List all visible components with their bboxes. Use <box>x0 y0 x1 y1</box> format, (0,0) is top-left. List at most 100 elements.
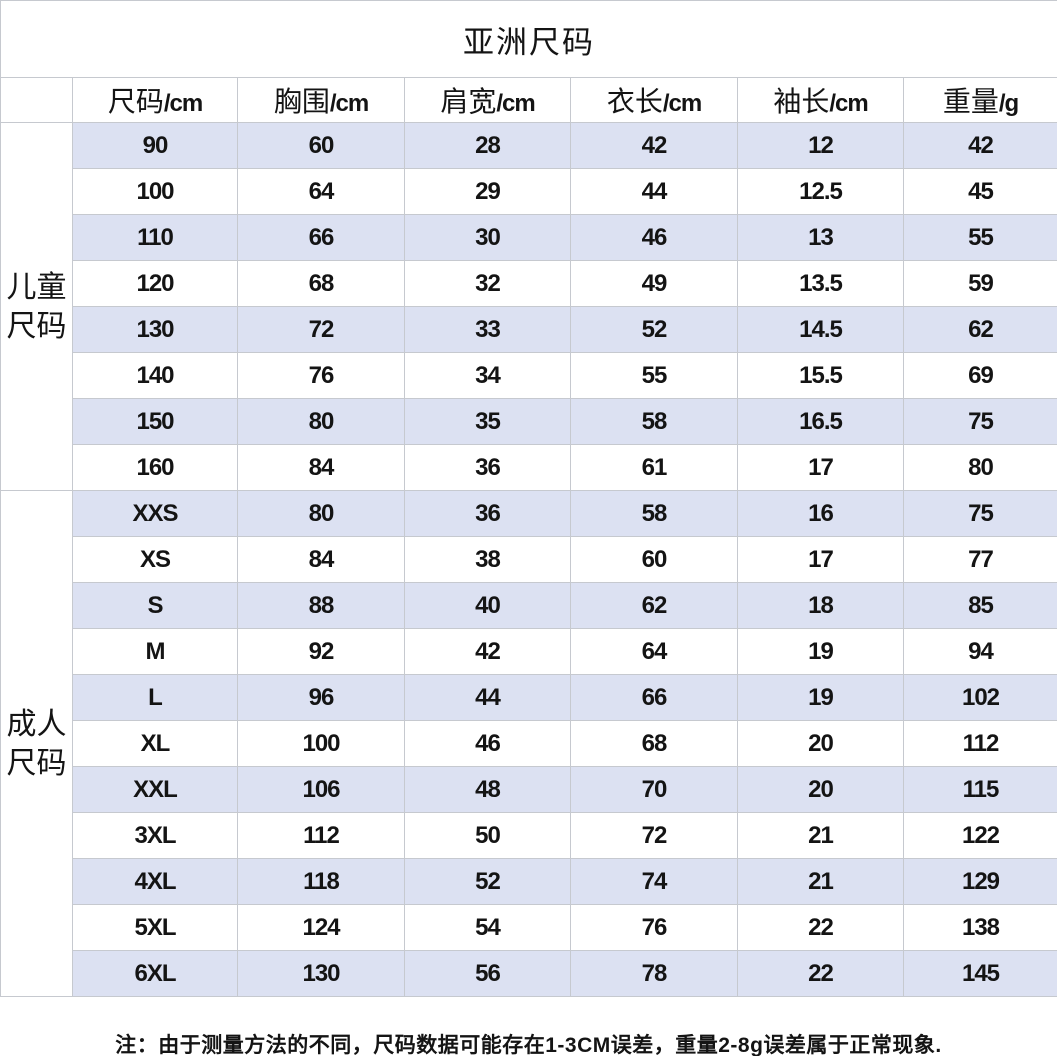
size-table: 亚洲尺码 尺码/cm 胸围/cm 肩宽/cm 衣长/cm 袖长/cm 重量/g 儿童 尺码 9… <box>0 0 1057 997</box>
column-header: 肩宽/cm <box>404 77 571 123</box>
value-cell: 60 <box>570 536 738 583</box>
value-cell: 129 <box>903 858 1057 905</box>
size-cell: 160 <box>72 444 238 491</box>
value-cell: 76 <box>237 352 405 399</box>
table-row: XXL 106 48 70 20 115 <box>1 766 1057 813</box>
value-cell: 118 <box>237 858 405 905</box>
value-cell: 145 <box>903 950 1057 997</box>
value-cell: 42 <box>903 122 1057 169</box>
size-cell: XL <box>72 720 238 767</box>
column-header-unit: /g <box>998 90 1019 117</box>
value-cell: 35 <box>404 398 571 445</box>
page-title: 亚洲尺码 <box>0 0 1057 78</box>
value-cell: 96 <box>237 674 405 721</box>
value-cell: 13 <box>737 214 904 261</box>
value-cell: 40 <box>404 582 571 629</box>
size-cell: 100 <box>72 168 238 215</box>
table-row: 4XL 118 52 74 21 129 <box>1 858 1057 905</box>
value-cell: 80 <box>237 490 405 537</box>
value-cell: 75 <box>903 398 1057 445</box>
value-cell: 80 <box>903 444 1057 491</box>
value-cell: 55 <box>903 214 1057 261</box>
column-header-unit: /cm <box>163 90 203 117</box>
value-cell: 115 <box>903 766 1057 813</box>
value-cell: 61 <box>570 444 738 491</box>
value-cell: 13.5 <box>737 260 904 307</box>
size-cell: XS <box>72 536 238 583</box>
value-cell: 16.5 <box>737 398 904 445</box>
table-row: L 96 44 66 19 102 <box>1 674 1057 721</box>
value-cell: 60 <box>237 122 405 169</box>
value-cell: 106 <box>237 766 405 813</box>
table-row: 6XL 130 56 78 22 145 <box>1 950 1057 997</box>
value-cell: 80 <box>237 398 405 445</box>
value-cell: 68 <box>237 260 405 307</box>
table-row: M 92 42 64 19 94 <box>1 628 1057 675</box>
table-row: 5XL 124 54 76 22 138 <box>1 904 1057 951</box>
value-cell: 52 <box>404 858 571 905</box>
size-cell: 3XL <box>72 812 238 859</box>
value-cell: 45 <box>903 168 1057 215</box>
value-cell: 30 <box>404 214 571 261</box>
column-header: 重量/g <box>903 77 1057 123</box>
column-header: 衣长/cm <box>570 77 738 123</box>
column-header-unit: /cm <box>329 90 369 117</box>
column-header-label: 袖长 <box>773 87 830 118</box>
value-cell: 12.5 <box>737 168 904 215</box>
value-cell: 55 <box>570 352 738 399</box>
value-cell: 17 <box>737 444 904 491</box>
value-cell: 21 <box>737 812 904 859</box>
value-cell: 28 <box>404 122 571 169</box>
size-cell: 130 <box>72 306 238 353</box>
value-cell: 52 <box>570 306 738 353</box>
value-cell: 84 <box>237 444 405 491</box>
size-cell: 110 <box>72 214 238 261</box>
value-cell: 59 <box>903 260 1057 307</box>
value-cell: 124 <box>237 904 405 951</box>
value-cell: 138 <box>903 904 1057 951</box>
column-header-label: 尺码 <box>107 87 164 118</box>
value-cell: 122 <box>903 812 1057 859</box>
value-cell: 76 <box>570 904 738 951</box>
footnote: 注：由于测量方法的不同，尺码数据可能存在1-3CM误差，重量2-8g误差属于正常… <box>115 1034 942 1056</box>
column-header-label: 衣长 <box>606 87 663 118</box>
value-cell: 34 <box>404 352 571 399</box>
value-cell: 46 <box>570 214 738 261</box>
table-header-row: 尺码/cm 胸围/cm 肩宽/cm 衣长/cm 袖长/cm 重量/g <box>0 77 1057 123</box>
column-header-label: 胸围 <box>273 87 330 118</box>
table-row: XL 100 46 68 20 112 <box>1 720 1057 767</box>
value-cell: 42 <box>570 122 738 169</box>
value-cell: 19 <box>737 674 904 721</box>
value-cell: 62 <box>570 582 738 629</box>
value-cell: 33 <box>404 306 571 353</box>
value-cell: 48 <box>404 766 571 813</box>
value-cell: 36 <box>404 490 571 537</box>
value-cell: 17 <box>737 536 904 583</box>
value-cell: 62 <box>903 306 1057 353</box>
size-cell: 120 <box>72 260 238 307</box>
value-cell: 49 <box>570 260 738 307</box>
value-cell: 46 <box>404 720 571 767</box>
value-cell: 44 <box>570 168 738 215</box>
value-cell: 20 <box>737 720 904 767</box>
value-cell: 15.5 <box>737 352 904 399</box>
table-row: S 88 40 62 18 85 <box>1 582 1057 629</box>
value-cell: 77 <box>903 536 1057 583</box>
value-cell: 72 <box>570 812 738 859</box>
value-cell: 84 <box>237 536 405 583</box>
value-cell: 68 <box>570 720 738 767</box>
size-cell: 4XL <box>72 858 238 905</box>
size-cell: 150 <box>72 398 238 445</box>
value-cell: 88 <box>237 582 405 629</box>
value-cell: 66 <box>237 214 405 261</box>
value-cell: 112 <box>903 720 1057 767</box>
value-cell: 29 <box>404 168 571 215</box>
value-cell: 42 <box>404 628 571 675</box>
value-cell: 36 <box>404 444 571 491</box>
value-cell: 69 <box>903 352 1057 399</box>
value-cell: 74 <box>570 858 738 905</box>
value-cell: 75 <box>903 490 1057 537</box>
value-cell: 64 <box>237 168 405 215</box>
value-cell: 32 <box>404 260 571 307</box>
